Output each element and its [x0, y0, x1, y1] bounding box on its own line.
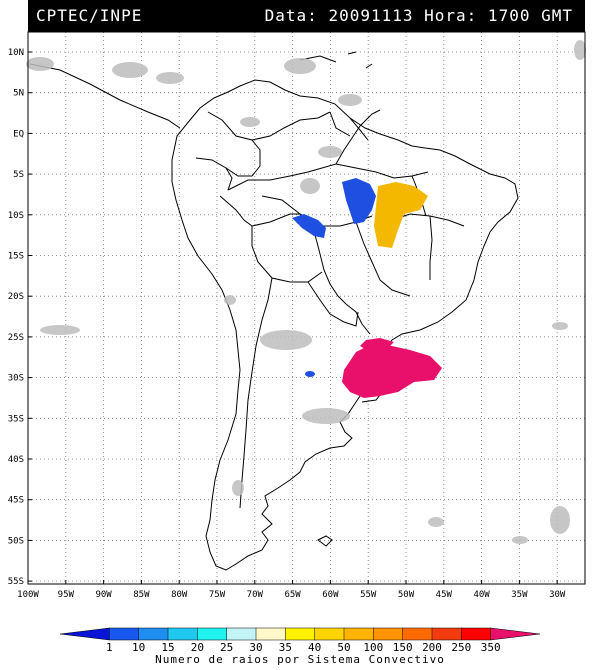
lat-label: 10N — [8, 48, 24, 58]
colorbar-label: 200 — [422, 641, 442, 654]
colorbar-label: 20 — [191, 641, 204, 654]
caribbean-islands — [299, 51, 373, 69]
south-america-coastline — [171, 79, 519, 571]
central-america — [29, 63, 181, 129]
cloud-cover — [26, 40, 586, 544]
lat-label: 35S — [8, 414, 24, 424]
pink-cell-top — [360, 338, 394, 352]
colorbar-segment — [197, 627, 228, 641]
convective-systems — [292, 178, 442, 398]
date-time-label: Data: 20091113 Hora: 1700 GMT — [264, 6, 573, 25]
latitude-labels: 10N 5N EQ 5S 10S 15S 20S 25S 30S 35S 40S 45S 50S 55S — [8, 48, 32, 587]
map-grid — [27, 32, 585, 584]
blue-cell-small — [305, 371, 315, 377]
colorbar-label: 150 — [393, 641, 413, 654]
guianas-border — [329, 111, 369, 141]
longitude-labels: 100W 95W 90W 85W 80W 75W 70W 65W 60W 55W 50W 45W 40W… — [17, 580, 566, 600]
lon-label: 100W — [17, 590, 39, 600]
colorbar-segment — [59, 627, 110, 641]
colorbar-label: 10 — [132, 641, 145, 654]
lat-label: EQ — [13, 129, 24, 139]
colorbar-label: 1 — [106, 641, 113, 654]
colorbar-segment — [109, 627, 140, 641]
colorbar-segment — [255, 627, 287, 641]
colorbar-segment — [138, 627, 169, 641]
lon-label: 35W — [511, 590, 528, 600]
colorbar-segment — [431, 627, 463, 641]
lat-label: 40S — [8, 455, 24, 465]
lon-label: 45W — [436, 590, 453, 600]
lat-label: 50S — [8, 536, 24, 546]
colorbar-label: 25 — [220, 641, 233, 654]
lon-label: 65W — [284, 590, 301, 600]
lon-label: 60W — [322, 590, 339, 600]
lat-label: 25S — [8, 333, 24, 343]
lon-label: 85W — [133, 590, 150, 600]
lon-label: 55W — [360, 590, 377, 600]
colorbar-segment — [343, 627, 375, 641]
falkland-islands — [317, 535, 333, 547]
colorbar-segment — [314, 627, 345, 641]
colorbar-label: 15 — [161, 641, 174, 654]
colorbar-segment — [402, 627, 433, 641]
orange-cell — [374, 182, 428, 248]
lon-label: 40W — [473, 590, 490, 600]
brazil-states — [299, 163, 465, 297]
colorbar-label: 30 — [249, 641, 262, 654]
blue-cell-north — [342, 178, 376, 224]
lat-label: 10S — [8, 211, 24, 221]
colorbar-segment — [461, 627, 492, 641]
lon-label: 90W — [95, 590, 112, 600]
colorbar-segment — [226, 627, 257, 641]
lat-label: 15S — [8, 252, 24, 262]
lat-label: 30S — [8, 374, 24, 384]
colorbar-segment — [490, 627, 541, 641]
lon-label: 80W — [171, 590, 188, 600]
lat-label: 45S — [8, 496, 24, 506]
lon-label: 50W — [398, 590, 415, 600]
map-header: CPTEC/INPE Data: 20091113 Hora: 1700 GMT — [28, 0, 585, 32]
source-label: CPTEC/INPE — [36, 6, 143, 25]
lat-label: 5N — [13, 89, 24, 99]
lat-label: 5S — [13, 170, 24, 180]
colorbar-title: Numero de raios por Sistema Convectivo — [155, 653, 445, 666]
pink-cell-main — [342, 344, 442, 398]
paraguay-border — [307, 281, 359, 327]
blue-cell-west — [292, 214, 326, 238]
venezuela-border — [251, 111, 331, 141]
lon-label: 70W — [247, 590, 264, 600]
colorbar-segment — [373, 627, 404, 641]
colorbar-label: 35 — [279, 641, 292, 654]
brazil-border — [227, 109, 381, 335]
colorbar-label: 40 — [308, 641, 321, 654]
colorbar-label: 100 — [363, 641, 383, 654]
lon-label: 30W — [549, 590, 566, 600]
peru-border — [195, 157, 253, 227]
colorbar-label: 250 — [451, 641, 471, 654]
colorbar-label: 350 — [481, 641, 501, 654]
lat-label: 55S — [8, 577, 24, 587]
colombia-border — [207, 111, 261, 177]
lon-label: 95W — [58, 590, 75, 600]
colorbar-segment — [285, 627, 316, 641]
argentina-border — [239, 277, 273, 509]
lat-label: 20S — [8, 292, 24, 302]
colorbar-segment — [167, 627, 199, 641]
colorbar: 1 10 15 20 25 30 35 40 50 100 150 200 250 350 — [59, 627, 541, 654]
lon-label: 75W — [209, 590, 226, 600]
colorbar-label: 50 — [337, 641, 350, 654]
